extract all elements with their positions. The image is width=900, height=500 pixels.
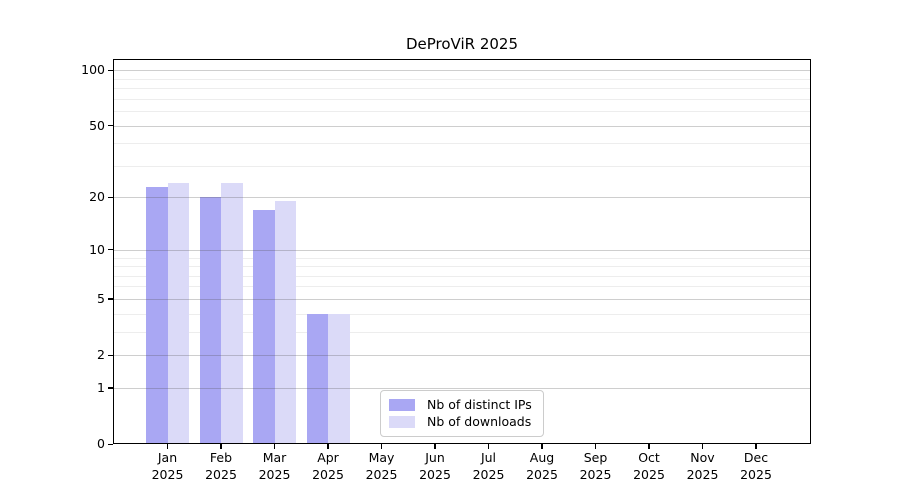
x-tickmark-sep [594, 444, 597, 449]
legend: Nb of distinct IPs Nb of downloads [380, 390, 544, 437]
y-tickmark-50 [108, 125, 113, 127]
x-tickmark-feb [220, 444, 222, 449]
x-tickmark-apr [327, 444, 329, 449]
y-tickmark-5 [108, 298, 113, 300]
legend-swatch-distinct-ips [389, 399, 415, 412]
x-tick-label-dec: Dec 2025 [740, 450, 772, 482]
gridline-minor-30 [113, 165, 811, 167]
x-tickmark-dec [755, 444, 757, 449]
gridline-minor-80 [113, 88, 811, 90]
legend-item-downloads: Nb of downloads [389, 413, 535, 429]
y-tick-label-5: 5 [97, 290, 105, 306]
x-tickmark-jul [487, 444, 490, 449]
bar-downloads-feb [221, 183, 243, 444]
gridline-major-50 [113, 125, 811, 127]
bar-distinct-ips-jan [146, 186, 168, 444]
x-tick-label-nov: Nov 2025 [686, 450, 719, 482]
x-tickmark-aug [541, 444, 543, 449]
y-tick-label-2: 2 [97, 347, 105, 362]
bar-distinct-ips-feb [199, 197, 221, 444]
bar-distinct-ips-mar [253, 209, 275, 444]
x-tick-label-jun: Jun 2025 [419, 450, 451, 482]
legend-label-downloads: Nb of downloads [427, 413, 532, 429]
y-tick-label-10: 10 [89, 241, 105, 257]
x-tickmark-jun [434, 444, 436, 449]
x-tickmark-oct [648, 444, 650, 449]
x-tickmark-nov [701, 444, 704, 449]
y-tickmark-20 [108, 196, 113, 199]
legend-item-distinct-ips: Nb of distinct IPs [389, 398, 535, 412]
y-tickmark-0 [108, 443, 113, 445]
bar-distinct-ips-apr [306, 313, 328, 444]
gridline-major-100 [113, 70, 811, 72]
y-tickmark-1 [108, 387, 113, 389]
x-tick-label-may: May 2025 [365, 450, 398, 482]
y-tick-label-20: 20 [89, 189, 105, 205]
x-tick-label-feb: Feb 2025 [205, 450, 237, 482]
legend-label-distinct-ips: Nb of distinct IPs [427, 397, 532, 413]
y-tickmark-10 [108, 249, 113, 251]
gridline-minor-90 [113, 78, 811, 80]
x-tick-label-jul: Jul 2025 [472, 450, 505, 482]
bar-downloads-mar [274, 201, 296, 444]
y-tickmark-100 [108, 69, 113, 71]
y-tick-label-50: 50 [89, 117, 105, 133]
y-tick-label-0: 0 [97, 436, 105, 451]
x-tick-label-apr: Apr 2025 [312, 450, 344, 482]
x-tickmark-may [380, 444, 383, 449]
x-tick-label-jan: Jan 2025 [151, 450, 184, 482]
gridline-minor-70 [113, 98, 811, 100]
y-tick-label-1: 1 [97, 379, 105, 395]
bar-downloads-jan [167, 183, 189, 444]
y-tickmark-2 [108, 354, 113, 356]
y-tick-label-100: 100 [81, 62, 105, 78]
chart-title: DeProViR 2025 [405, 35, 519, 53]
gridline-minor-60 [113, 111, 811, 113]
x-tick-label-aug: Aug 2025 [526, 450, 558, 482]
x-tick-label-mar: Mar 2025 [258, 450, 291, 482]
x-tick-label-sep: Sep 2025 [579, 450, 612, 482]
x-tickmark-mar [273, 444, 276, 449]
gridline-minor-40 [113, 143, 811, 145]
x-tickmark-jan [166, 444, 169, 449]
bar-downloads-apr [328, 313, 350, 444]
legend-swatch-downloads [389, 415, 415, 428]
x-tick-label-oct: Oct 2025 [633, 450, 665, 482]
